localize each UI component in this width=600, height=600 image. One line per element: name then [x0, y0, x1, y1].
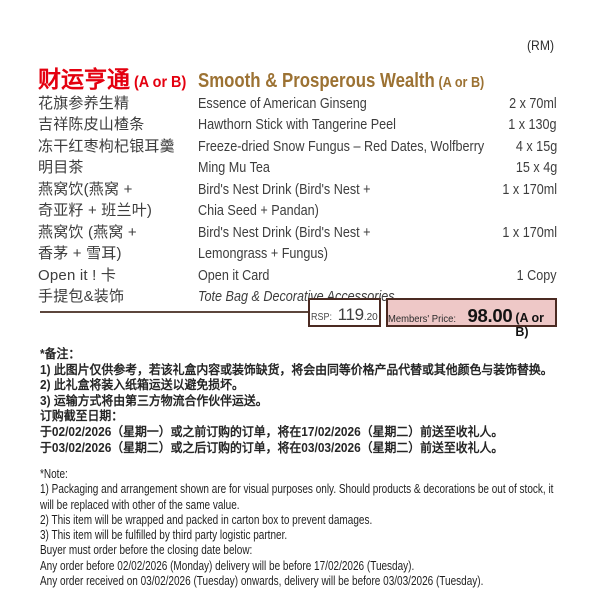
product-title-en-cell: Smooth & Prosperous Wealth (A or B) [198, 70, 539, 93]
product-title-en-suffix: (A or B) [438, 74, 485, 91]
rsp-label: RSP: [311, 312, 333, 323]
item-name-zh: Open it ! 卡 [38, 266, 117, 284]
note-en-line: will be replaced with other of the same … [40, 497, 240, 512]
note-en-line: 3) This item will be fulfilled by third … [40, 528, 288, 543]
table-row: 奇亚籽 + 班兰叶) Chia Seed + Pandan) [38, 200, 557, 221]
item-qty: 2 x 70ml [509, 95, 557, 112]
rsp-price-cents: .20 [363, 312, 378, 323]
table-row: 香茅 + 雪耳) Lemongrass + Fungus) [38, 243, 557, 264]
notes-zh-block: *备注： 1) 此图片仅供参考，若该礼盒内容或装饰缺货，将会由同等价格产品代替或… [40, 347, 553, 456]
note-zh-line: 于02/02/2026（星期一）或之前订购的订单，将在17/02/2026（星期… [40, 424, 504, 439]
item-qty: 1 x 170ml [502, 223, 557, 241]
item-name-zh: 吉祥陈皮山楂条 [38, 116, 145, 134]
table-row: 吉祥陈皮山楂条 Hawthorn Stick with Tangerine Pe… [38, 114, 557, 135]
item-name-zh: 手提包&装饰 [38, 287, 125, 305]
item-name-zh: 花旗参养生精 [38, 95, 130, 112]
currency-label: (RM) [527, 38, 557, 53]
item-name-zh: 燕窝饮 (燕窝 + [38, 223, 137, 241]
currency-label-text: (RM) [527, 38, 554, 53]
table-row: Open it ! 卡 Open it Card 1 Copy [38, 265, 557, 286]
members-price-suffix: (A or B) [515, 311, 545, 339]
item-name-zh: 冻干红枣枸杞银耳羹 [38, 137, 175, 155]
note-en-line: Any order before 02/02/2026 (Monday) del… [40, 558, 415, 573]
item-rows: 花旗参养生精 Essence of American Ginseng 2 x 7… [38, 93, 557, 307]
item-qty [448, 243, 557, 264]
note-zh-line: 3) 运输方式将由第三方物流合作伙伴运送。 [40, 393, 268, 408]
table-row: 燕窝饮(燕窝 + Bird's Nest Drink (Bird's Nest … [38, 179, 557, 200]
rsp-price-whole: 119 [337, 305, 365, 324]
table-row: 燕窝饮 (燕窝 + Bird's Nest Drink (Bird's Nest… [38, 222, 557, 243]
item-name-en: Open it Card [198, 266, 270, 284]
price-band: RSP: 119 .20 Members' Price: 98.00 (A or… [0, 298, 600, 339]
item-name-zh: 燕窝饮(燕窝 + [38, 180, 133, 198]
rsp-box: RSP: 119 .20 [308, 298, 381, 327]
item-name-zh: 奇亚籽 + 班兰叶) [38, 202, 153, 220]
item-name-en: Essence of American Ginseng [198, 95, 367, 112]
item-name-en: Chia Seed + Pandan) [198, 202, 319, 220]
price-divider-line [40, 311, 308, 313]
note-zh-line: 于03/02/2026（星期二）或之后订购的订单，将在03/03/2026（星期… [40, 440, 504, 455]
item-qty: 1 x 170ml [502, 180, 557, 198]
note-zh-line: 订购截至日期： [40, 409, 124, 424]
table-row: 冻干红枣枸杞银耳羹 Freeze-dried Snow Fungus – Red… [38, 136, 557, 157]
note-en-line: Any order received on 03/02/2026 (Tuesda… [40, 574, 484, 589]
notes-en-block: *Note: 1) Packaging and arrangement show… [40, 467, 553, 589]
product-title-en: Smooth & Prosperous Wealth [198, 70, 435, 92]
note-zh-line: *备注： [40, 347, 81, 361]
item-name-en: Ming Mu Tea [198, 159, 270, 177]
note-zh-line: 2) 此礼盒将装入纸箱运送以避免损坏。 [40, 378, 244, 393]
item-name-en: Hawthorn Stick with Tangerine Peel [198, 116, 396, 134]
product-title-zh: 财运亨通 [38, 66, 130, 92]
item-qty: 4 x 15g [515, 137, 557, 155]
item-name-en: Bird's Nest Drink (Bird's Nest + [198, 223, 371, 241]
members-price-label: Members' Price: [388, 313, 456, 325]
item-name-en: Bird's Nest Drink (Bird's Nest + [198, 180, 371, 198]
product-table: 财运亨通 (A or B) Smooth & Prosperous Wealth… [38, 60, 557, 307]
product-title-row: 财运亨通 (A or B) Smooth & Prosperous Wealth… [38, 60, 557, 93]
product-title-zh-cell: 财运亨通 (A or B) [38, 60, 198, 94]
item-name-zh: 香茅 + 雪耳) [38, 245, 122, 263]
item-qty: 1 Copy [517, 266, 557, 284]
note-zh-line: 1) 此图片仅供参考，若该礼盒内容或装饰缺货，将会由同等价格产品代替或其他颜色与… [40, 362, 553, 377]
note-en-line: 2) This item will be wrapped and packed … [40, 512, 373, 527]
item-name-zh: 明目茶 [38, 159, 84, 177]
item-name-en: Freeze-dried Snow Fungus – Red Dates, Wo… [198, 137, 485, 155]
item-qty [448, 200, 557, 221]
members-price-box: Members' Price: 98.00 (A or B) [386, 298, 557, 339]
item-name-en: Lemongrass + Fungus) [198, 245, 328, 263]
note-en-line: 1) Packaging and arrangement shown are f… [40, 482, 554, 497]
table-row: 明目茶 Ming Mu Tea 15 x 4g [38, 157, 557, 178]
members-price-value: 98.00 [467, 305, 513, 326]
note-en-line: Buyer must order before the closing date… [40, 543, 253, 558]
note-en-line: *Note: [40, 467, 68, 481]
item-qty: 1 x 130g [508, 116, 557, 134]
table-row: 花旗参养生精 Essence of American Ginseng 2 x 7… [38, 93, 557, 114]
item-qty: 15 x 4g [515, 159, 557, 177]
product-title-zh-suffix: (A or B) [134, 74, 187, 91]
